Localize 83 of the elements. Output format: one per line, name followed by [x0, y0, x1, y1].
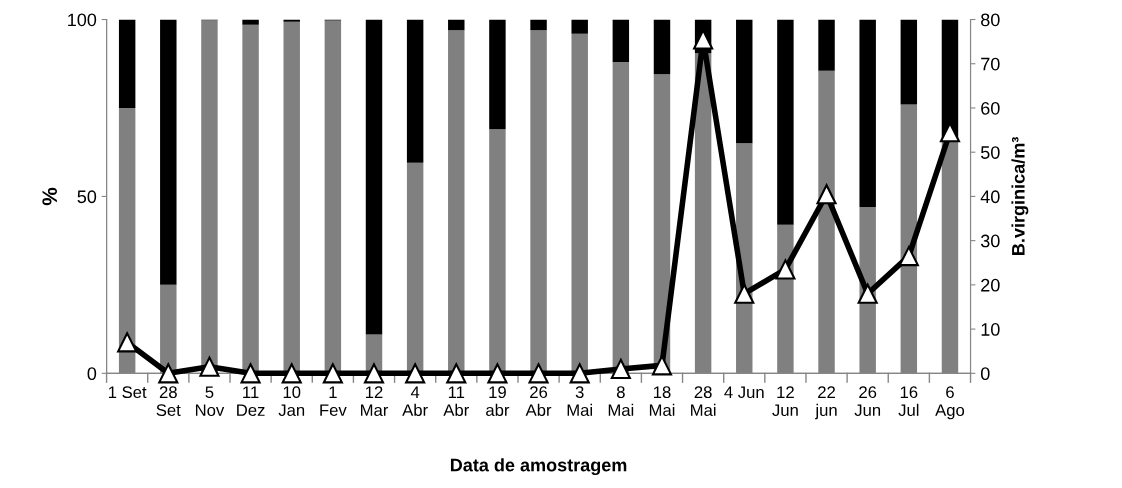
bar: [571, 19, 588, 34]
bar: [160, 19, 177, 285]
y-tick-label: 100: [68, 13, 97, 27]
x-tick-label: 12 Jun: [772, 386, 798, 417]
point: [487, 363, 508, 384]
x-tick-label: 1 Fev: [320, 386, 347, 417]
y2-tick-label: 70: [981, 57, 1000, 71]
x-tick-label: 4 Jun: [724, 386, 764, 399]
point: [405, 363, 426, 384]
point: [734, 283, 755, 304]
bar: [448, 30, 465, 374]
y2-tick-label: 50: [980, 146, 1000, 159]
bar: [530, 19, 547, 31]
x-tick-label: 11 Abr: [443, 386, 469, 417]
x-tick-label: 5 Nov: [195, 386, 225, 417]
point: [898, 246, 919, 267]
x-tick-label: 1 Set: [108, 386, 147, 399]
bar: [489, 129, 506, 374]
x-tick-label: 12 Mar: [361, 386, 389, 417]
x-tick-label: 28 Mai: [691, 386, 716, 417]
x-axis-title: Data de amostragem: [450, 458, 627, 476]
bar: [777, 19, 794, 225]
point: [199, 356, 220, 377]
y2-tick-label: 80: [981, 13, 1000, 27]
bar: [489, 19, 506, 130]
y2-tick-label: 10: [981, 323, 1000, 336]
y-tick-label: 0: [87, 367, 97, 381]
bar: [653, 19, 671, 75]
bar: [283, 19, 300, 22]
point: [610, 358, 631, 379]
x-tick-label: 28 Set: [156, 386, 181, 417]
point: [528, 363, 549, 384]
bar: [859, 19, 876, 208]
bar: [242, 19, 259, 25]
point: [322, 363, 343, 384]
y2-tick-label: 20: [981, 278, 1000, 292]
point: [816, 184, 837, 205]
x-tick-label: 6 Ago: [935, 386, 965, 420]
bar: [406, 162, 424, 374]
x-tick-label: 22 jun: [815, 386, 837, 420]
bar: [448, 19, 465, 31]
point: [939, 122, 961, 143]
bar: [324, 20, 342, 374]
x-tick-label: 26 Jun: [854, 386, 881, 417]
y2-tick-label: 0: [980, 367, 990, 381]
bar: [406, 19, 424, 163]
x-tick-label: 16 Jul: [898, 386, 919, 417]
point: [569, 363, 590, 384]
point: [117, 332, 138, 353]
bar: [283, 21, 300, 374]
bar: [818, 19, 835, 71]
y2-tick-label: 30: [980, 234, 1000, 248]
y2-tick-label: 60: [981, 101, 1000, 115]
point: [651, 355, 673, 376]
bar: [900, 19, 918, 105]
bar: [530, 30, 547, 374]
x-tick-label: 26 Abr: [525, 386, 552, 417]
x-tick-label: 4 Abr: [402, 386, 428, 417]
x-tick-label: 19 abr: [486, 386, 510, 417]
point: [158, 363, 179, 384]
point: [857, 283, 878, 304]
bar: [365, 19, 383, 335]
bar: [118, 19, 136, 108]
point: [693, 29, 714, 50]
y2-tick-label: 40: [980, 190, 1000, 204]
x-tick-label: 10 Jan: [278, 386, 305, 417]
point: [240, 363, 261, 384]
x-tick-label: 11 Dez: [237, 386, 265, 417]
x-tick-label: 8 Mai: [608, 386, 634, 417]
y2-axis-title: B.virginica/m³: [1011, 137, 1029, 255]
point: [281, 363, 302, 384]
x-tick-label: 18 Mai: [649, 386, 675, 417]
y-tick-label: 50: [77, 190, 97, 204]
x-tick-label: 3 Mai: [567, 386, 593, 417]
point: [363, 363, 385, 384]
y-axis-title: %: [42, 187, 58, 206]
point: [775, 259, 796, 280]
bar: [242, 24, 259, 374]
point: [446, 363, 467, 384]
bar: [736, 19, 753, 144]
bar: [612, 19, 630, 62]
bar: [571, 33, 588, 374]
bar: [612, 61, 630, 374]
